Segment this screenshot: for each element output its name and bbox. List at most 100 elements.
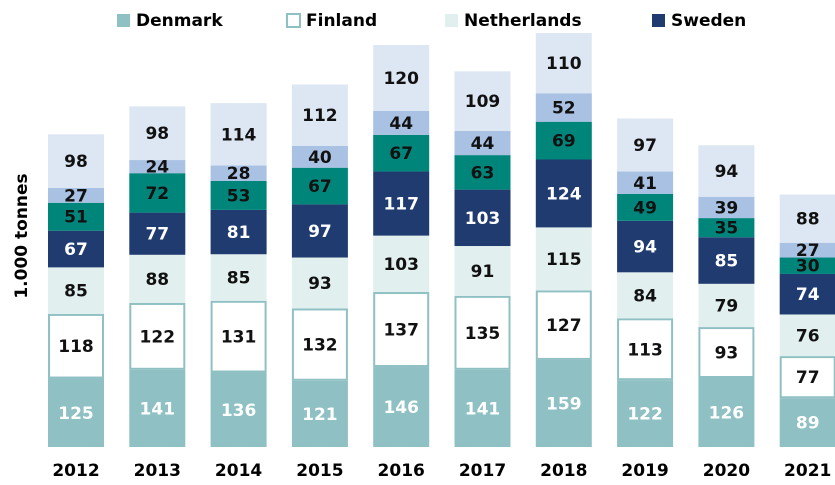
x-tick-label: 2017 xyxy=(459,461,506,481)
data-label: 28 xyxy=(227,164,251,184)
data-label: 77 xyxy=(145,225,169,245)
data-label: 85 xyxy=(64,282,88,302)
data-label: 117 xyxy=(383,195,419,215)
bar-segment xyxy=(698,237,755,284)
bar-segment xyxy=(779,257,835,274)
bar-segment xyxy=(535,227,592,291)
data-label: 115 xyxy=(546,250,582,270)
data-label: 120 xyxy=(383,69,419,89)
bar-segment xyxy=(373,235,430,293)
bar-segment xyxy=(291,380,348,447)
data-label: 98 xyxy=(145,124,169,144)
data-label: 63 xyxy=(471,163,495,183)
data-label: 146 xyxy=(383,398,419,418)
bar-segment xyxy=(291,257,348,309)
data-label: 77 xyxy=(796,368,820,388)
legend-label: Sweden xyxy=(671,11,746,31)
bar-segment xyxy=(535,121,592,160)
data-label: 27 xyxy=(796,241,820,261)
bar-segment xyxy=(291,145,348,168)
bar-segment xyxy=(698,283,755,328)
data-label: 52 xyxy=(552,98,576,118)
bar-segment xyxy=(129,369,186,447)
data-label: 112 xyxy=(302,106,338,126)
data-label: 131 xyxy=(221,328,257,348)
data-label: 109 xyxy=(465,92,501,112)
data-label: 53 xyxy=(227,186,251,206)
data-label: 103 xyxy=(465,209,501,229)
data-label: 122 xyxy=(627,405,663,425)
data-label: 91 xyxy=(471,262,495,282)
data-label: 81 xyxy=(227,223,251,243)
data-label: 94 xyxy=(715,162,739,182)
bar-segment xyxy=(535,159,592,228)
data-label: 44 xyxy=(471,134,495,154)
data-label: 67 xyxy=(389,144,413,164)
legend-swatch xyxy=(117,14,130,27)
data-label: 93 xyxy=(308,274,332,294)
bar-segment xyxy=(454,189,511,247)
data-label: 74 xyxy=(796,285,820,305)
data-label: 51 xyxy=(64,208,88,228)
bar-segment xyxy=(779,242,835,258)
bar-segment xyxy=(535,33,592,94)
x-tick-label: 2015 xyxy=(296,461,343,481)
bar-segment xyxy=(698,218,755,238)
bar-segment xyxy=(698,378,755,447)
bar-segment xyxy=(373,171,430,236)
bar-segment xyxy=(373,292,430,368)
bar-segment xyxy=(48,267,104,314)
data-label: 125 xyxy=(58,404,94,424)
bar-segment xyxy=(129,212,186,255)
legend-label: Denmark xyxy=(136,11,223,31)
data-label: 97 xyxy=(308,222,332,242)
data-label: 24 xyxy=(145,158,169,178)
data-label: 159 xyxy=(546,394,582,414)
bar-segment xyxy=(617,318,674,381)
data-label: 132 xyxy=(302,336,338,356)
bar-segment xyxy=(535,290,592,360)
bar-segment xyxy=(291,84,348,146)
bar-segment xyxy=(210,180,267,210)
legend-label: Finland xyxy=(306,11,377,31)
data-label: 121 xyxy=(302,405,338,425)
data-label: 69 xyxy=(552,132,576,152)
bar-segment xyxy=(291,167,348,205)
data-label: 124 xyxy=(546,184,582,204)
data-label: 122 xyxy=(140,327,176,347)
data-label: 89 xyxy=(796,414,820,434)
x-tick-label: 2018 xyxy=(540,461,587,481)
data-label: 136 xyxy=(221,401,257,421)
bar-segment xyxy=(535,359,592,447)
data-label: 118 xyxy=(58,337,94,357)
bar-segment xyxy=(48,230,104,268)
data-label: 113 xyxy=(627,340,663,360)
bar-segment xyxy=(779,273,835,315)
bar-segment xyxy=(779,356,835,399)
bar-segment xyxy=(779,314,835,357)
bar-segment xyxy=(454,155,511,190)
legend-swatch xyxy=(652,14,665,27)
bar-segment xyxy=(210,254,267,301)
bar-segment xyxy=(129,106,186,161)
data-label: 35 xyxy=(715,219,739,239)
bar-segment xyxy=(291,308,348,381)
data-label: 114 xyxy=(221,125,257,145)
bar-segment xyxy=(129,160,186,174)
x-tick-label: 2014 xyxy=(215,461,262,481)
data-label: 85 xyxy=(227,269,251,289)
bar-segment xyxy=(454,71,511,132)
bar-segment xyxy=(535,93,592,122)
x-tick-label: 2020 xyxy=(703,461,750,481)
data-label: 127 xyxy=(546,316,582,336)
bar-segment xyxy=(373,367,430,447)
data-label: 44 xyxy=(389,114,413,134)
data-label: 141 xyxy=(465,399,501,419)
data-label: 79 xyxy=(715,296,739,316)
data-label: 93 xyxy=(715,344,739,364)
bar-segment xyxy=(373,110,430,135)
data-label: 85 xyxy=(715,252,739,272)
y-axis-label: 1.000 tonnes xyxy=(12,173,32,298)
bar-segment xyxy=(617,194,674,221)
